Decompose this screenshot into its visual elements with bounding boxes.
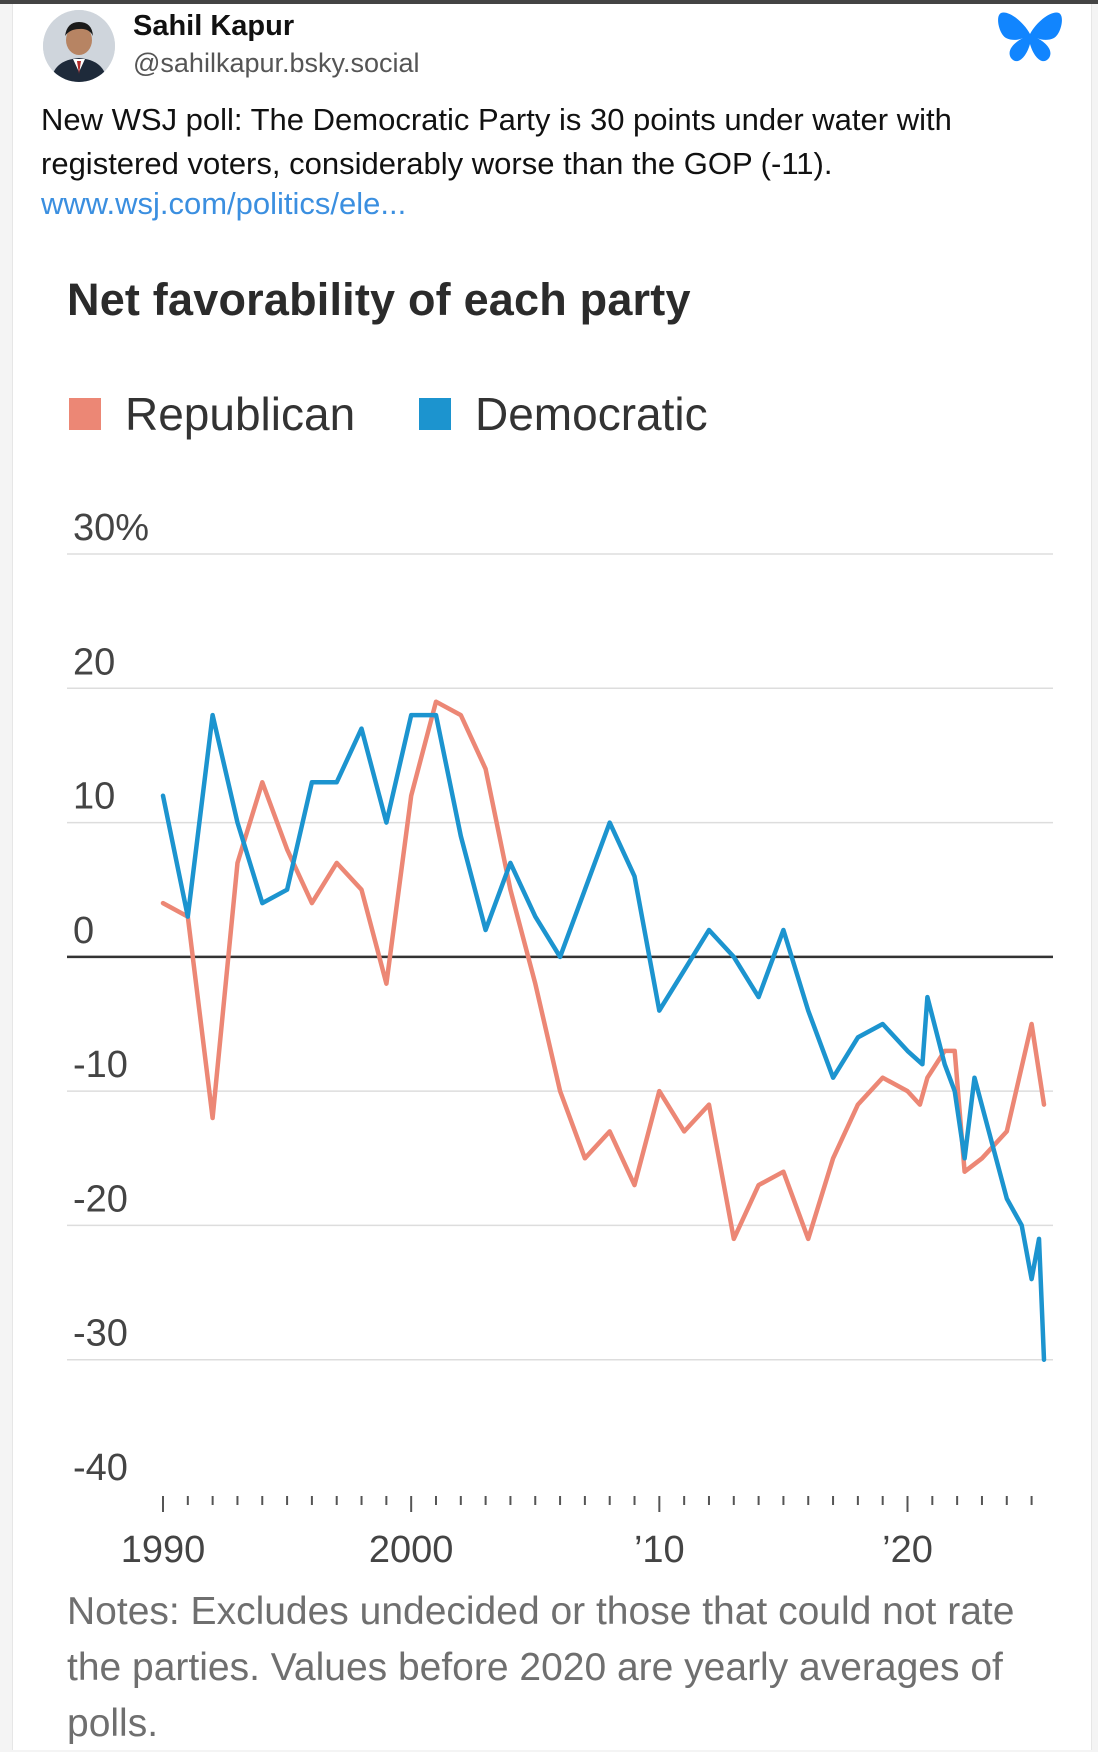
- bluesky-butterfly-icon[interactable]: [997, 8, 1063, 70]
- post-card[interactable]: Sahil Kapur @sahilkapur.bsky.social New …: [12, 4, 1092, 1750]
- y-tick-label: 30%: [73, 507, 149, 549]
- legend-label-democratic: Democratic: [475, 387, 708, 441]
- x-tick-label: ’20: [882, 1529, 933, 1564]
- legend-item-democratic: Democratic: [419, 384, 708, 444]
- legend-label-republican: Republican: [125, 387, 355, 441]
- y-tick-label: -10: [73, 1044, 128, 1086]
- legend-swatch-republican: [69, 398, 101, 430]
- y-tick-label: 20: [73, 641, 115, 683]
- x-tick-label: ’10: [634, 1529, 685, 1564]
- x-tick-label: 1990: [121, 1529, 206, 1564]
- post-text: New WSJ poll: The Democratic Party is 30…: [41, 98, 1071, 186]
- y-tick-label: -30: [73, 1313, 128, 1355]
- author-handle[interactable]: @sahilkapur.bsky.social: [133, 48, 420, 79]
- legend-item-republican: Republican: [69, 384, 355, 444]
- y-tick-label: 0: [73, 910, 94, 952]
- author-name[interactable]: Sahil Kapur: [133, 10, 294, 43]
- chart-notes: Notes: Excludes undecided or those that …: [67, 1584, 1067, 1752]
- avatar-photo: [43, 10, 115, 82]
- legend-swatch-democratic: [419, 398, 451, 430]
- y-tick-label: -40: [73, 1447, 128, 1489]
- chart-title: Net favorability of each party: [67, 274, 691, 326]
- y-tick-label: 10: [73, 776, 115, 818]
- series-line-democratic: [163, 715, 1044, 1360]
- author-avatar[interactable]: [43, 10, 115, 82]
- net-favorability-chart: 30% 20 10 0 -10 -20 -30 -40 1990 2000 ’10 ’20: [13, 484, 1091, 1564]
- y-tick-label: -20: [73, 1178, 128, 1220]
- series-line-republican: [163, 702, 1044, 1239]
- x-tick-label: 2000: [369, 1529, 454, 1564]
- post-link[interactable]: www.wsj.com/politics/ele...: [41, 186, 406, 222]
